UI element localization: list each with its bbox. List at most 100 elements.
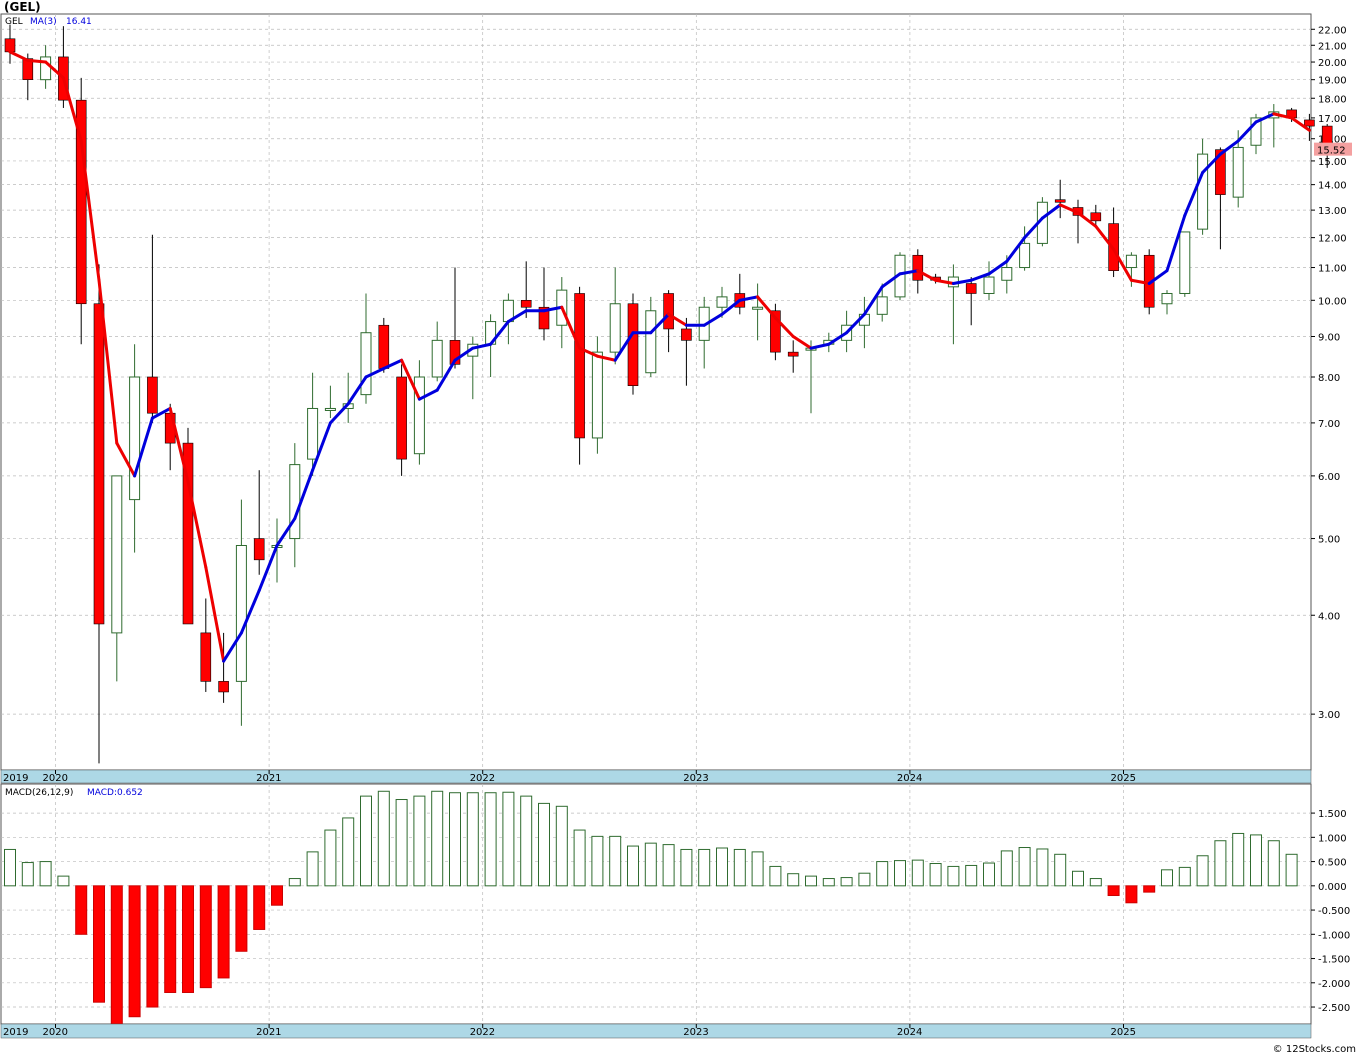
price-x-axis-band — [0, 769, 1312, 784]
x-axis-label: 2025 — [1111, 773, 1136, 784]
ma-segment — [311, 421, 332, 472]
up-candle — [324, 385, 336, 419]
candle-body — [876, 296, 888, 315]
macd-bar-positive — [1250, 834, 1262, 887]
macd-bar-negative — [75, 885, 88, 935]
ma-segment — [61, 76, 83, 143]
candle-body — [449, 340, 461, 365]
macd-y-tick-label: -0.500 — [1318, 906, 1350, 917]
price-y-tick-label: 19.00 — [1318, 76, 1347, 87]
x-axis-label: 2022 — [470, 773, 495, 784]
candle-body — [1232, 146, 1244, 198]
ma-segment — [1005, 236, 1027, 263]
candle-body — [1019, 242, 1031, 269]
ma-segment — [382, 358, 404, 371]
macd-bar-positive — [787, 873, 800, 887]
x-axis-label: 2020 — [43, 1027, 68, 1038]
macd-bar-positive — [591, 835, 604, 887]
candle-body — [129, 376, 141, 501]
ma-segment — [827, 331, 849, 346]
macd-bar-negative — [271, 885, 283, 906]
up-candle — [485, 314, 497, 377]
ma-segment — [1290, 116, 1311, 132]
macd-bar-positive — [21, 862, 34, 887]
down-candle — [253, 470, 265, 575]
ma-segment — [115, 441, 137, 478]
ma-segment — [578, 346, 599, 358]
ma-segment — [969, 272, 991, 282]
macd-bar-positive — [324, 829, 337, 887]
ma-segment — [1147, 269, 1169, 286]
ma-segment — [222, 631, 243, 663]
ma-segment — [186, 480, 208, 569]
macd-bar-positive — [733, 848, 746, 887]
ma-segment — [150, 406, 172, 420]
ma-segment — [275, 517, 297, 547]
macd-bar-positive — [858, 872, 871, 887]
candle-body — [431, 339, 443, 378]
macd-bar-positive — [1196, 855, 1209, 887]
price-y-tick-label: 22.00 — [1318, 25, 1347, 36]
legend-symbol: GEL — [5, 17, 23, 27]
macd-x-axis-band — [0, 1023, 1312, 1039]
macd-bar-positive — [769, 865, 782, 887]
price-x-axis: 2019 2020 2021 2022 2023 2024 2025 — [3, 770, 1136, 784]
macd-bars — [4, 790, 1298, 1025]
x-axis-label: 2023 — [683, 773, 708, 784]
ma-segment — [1165, 213, 1187, 273]
candle-body — [965, 283, 977, 294]
x-axis-label: 2025 — [1111, 1027, 1136, 1038]
macd-bar-positive — [360, 795, 372, 887]
macd-bar-positive — [751, 851, 764, 887]
ma-segment — [613, 331, 635, 362]
down-candle — [1215, 147, 1226, 250]
up-candle — [1250, 113, 1262, 155]
macd-bar-positive — [555, 805, 568, 887]
macd-bar-positive — [662, 844, 675, 887]
macd-bar-positive — [306, 851, 319, 887]
macd-bar-positive — [911, 859, 924, 887]
macd-bar-negative — [128, 885, 141, 1018]
down-candle — [912, 249, 924, 294]
ma-segment — [702, 312, 724, 327]
ma-segment — [862, 285, 884, 316]
ma-segment — [1076, 211, 1098, 228]
down-candle — [627, 293, 639, 395]
macd-y-tick-label: 1.000 — [1318, 833, 1347, 844]
macd-bar-positive — [1072, 870, 1084, 887]
down-candle — [520, 261, 532, 318]
macd-bar-positive — [1036, 848, 1049, 887]
price-y-tick-label: 14.00 — [1318, 181, 1347, 192]
last-price-tag — [1314, 142, 1352, 156]
macd-bar-positive — [1285, 853, 1298, 887]
macd-bar-positive — [965, 864, 978, 887]
macd-bar-negative — [1107, 885, 1120, 897]
macd-bar-negative — [93, 885, 105, 1003]
candle-body — [609, 303, 621, 353]
ma-segment — [738, 295, 760, 302]
macd-bar-positive — [840, 877, 853, 887]
up-candle — [289, 443, 301, 568]
up-candle — [1197, 138, 1209, 235]
watermark: © 12Stocks.com — [1273, 1044, 1356, 1055]
macd-y-tick-label: -1.000 — [1318, 930, 1350, 941]
candle-body — [1215, 149, 1226, 195]
down-candle — [22, 53, 34, 101]
x-axis-label: 2021 — [256, 1027, 281, 1038]
ma-segment — [506, 309, 528, 324]
candle-body — [645, 310, 657, 374]
macd-bar-positive — [413, 795, 426, 887]
macd-bar-negative — [110, 885, 123, 1025]
ma-segment — [435, 358, 457, 392]
candle-body — [413, 376, 425, 455]
down-candle — [378, 317, 390, 373]
macd-bar-positive — [449, 792, 461, 887]
ma-segment — [1183, 171, 1205, 217]
up-candle — [1125, 252, 1137, 287]
macd-bar-positive — [609, 835, 622, 887]
price-y-tick-label: 11.00 — [1318, 264, 1347, 275]
price-y-tick-label: 12.00 — [1318, 234, 1347, 245]
macd-bar-negative — [1125, 885, 1138, 904]
legend-ma-value: 16.41 — [66, 17, 92, 27]
price-y-tick-label: 15.00 — [1318, 157, 1347, 168]
